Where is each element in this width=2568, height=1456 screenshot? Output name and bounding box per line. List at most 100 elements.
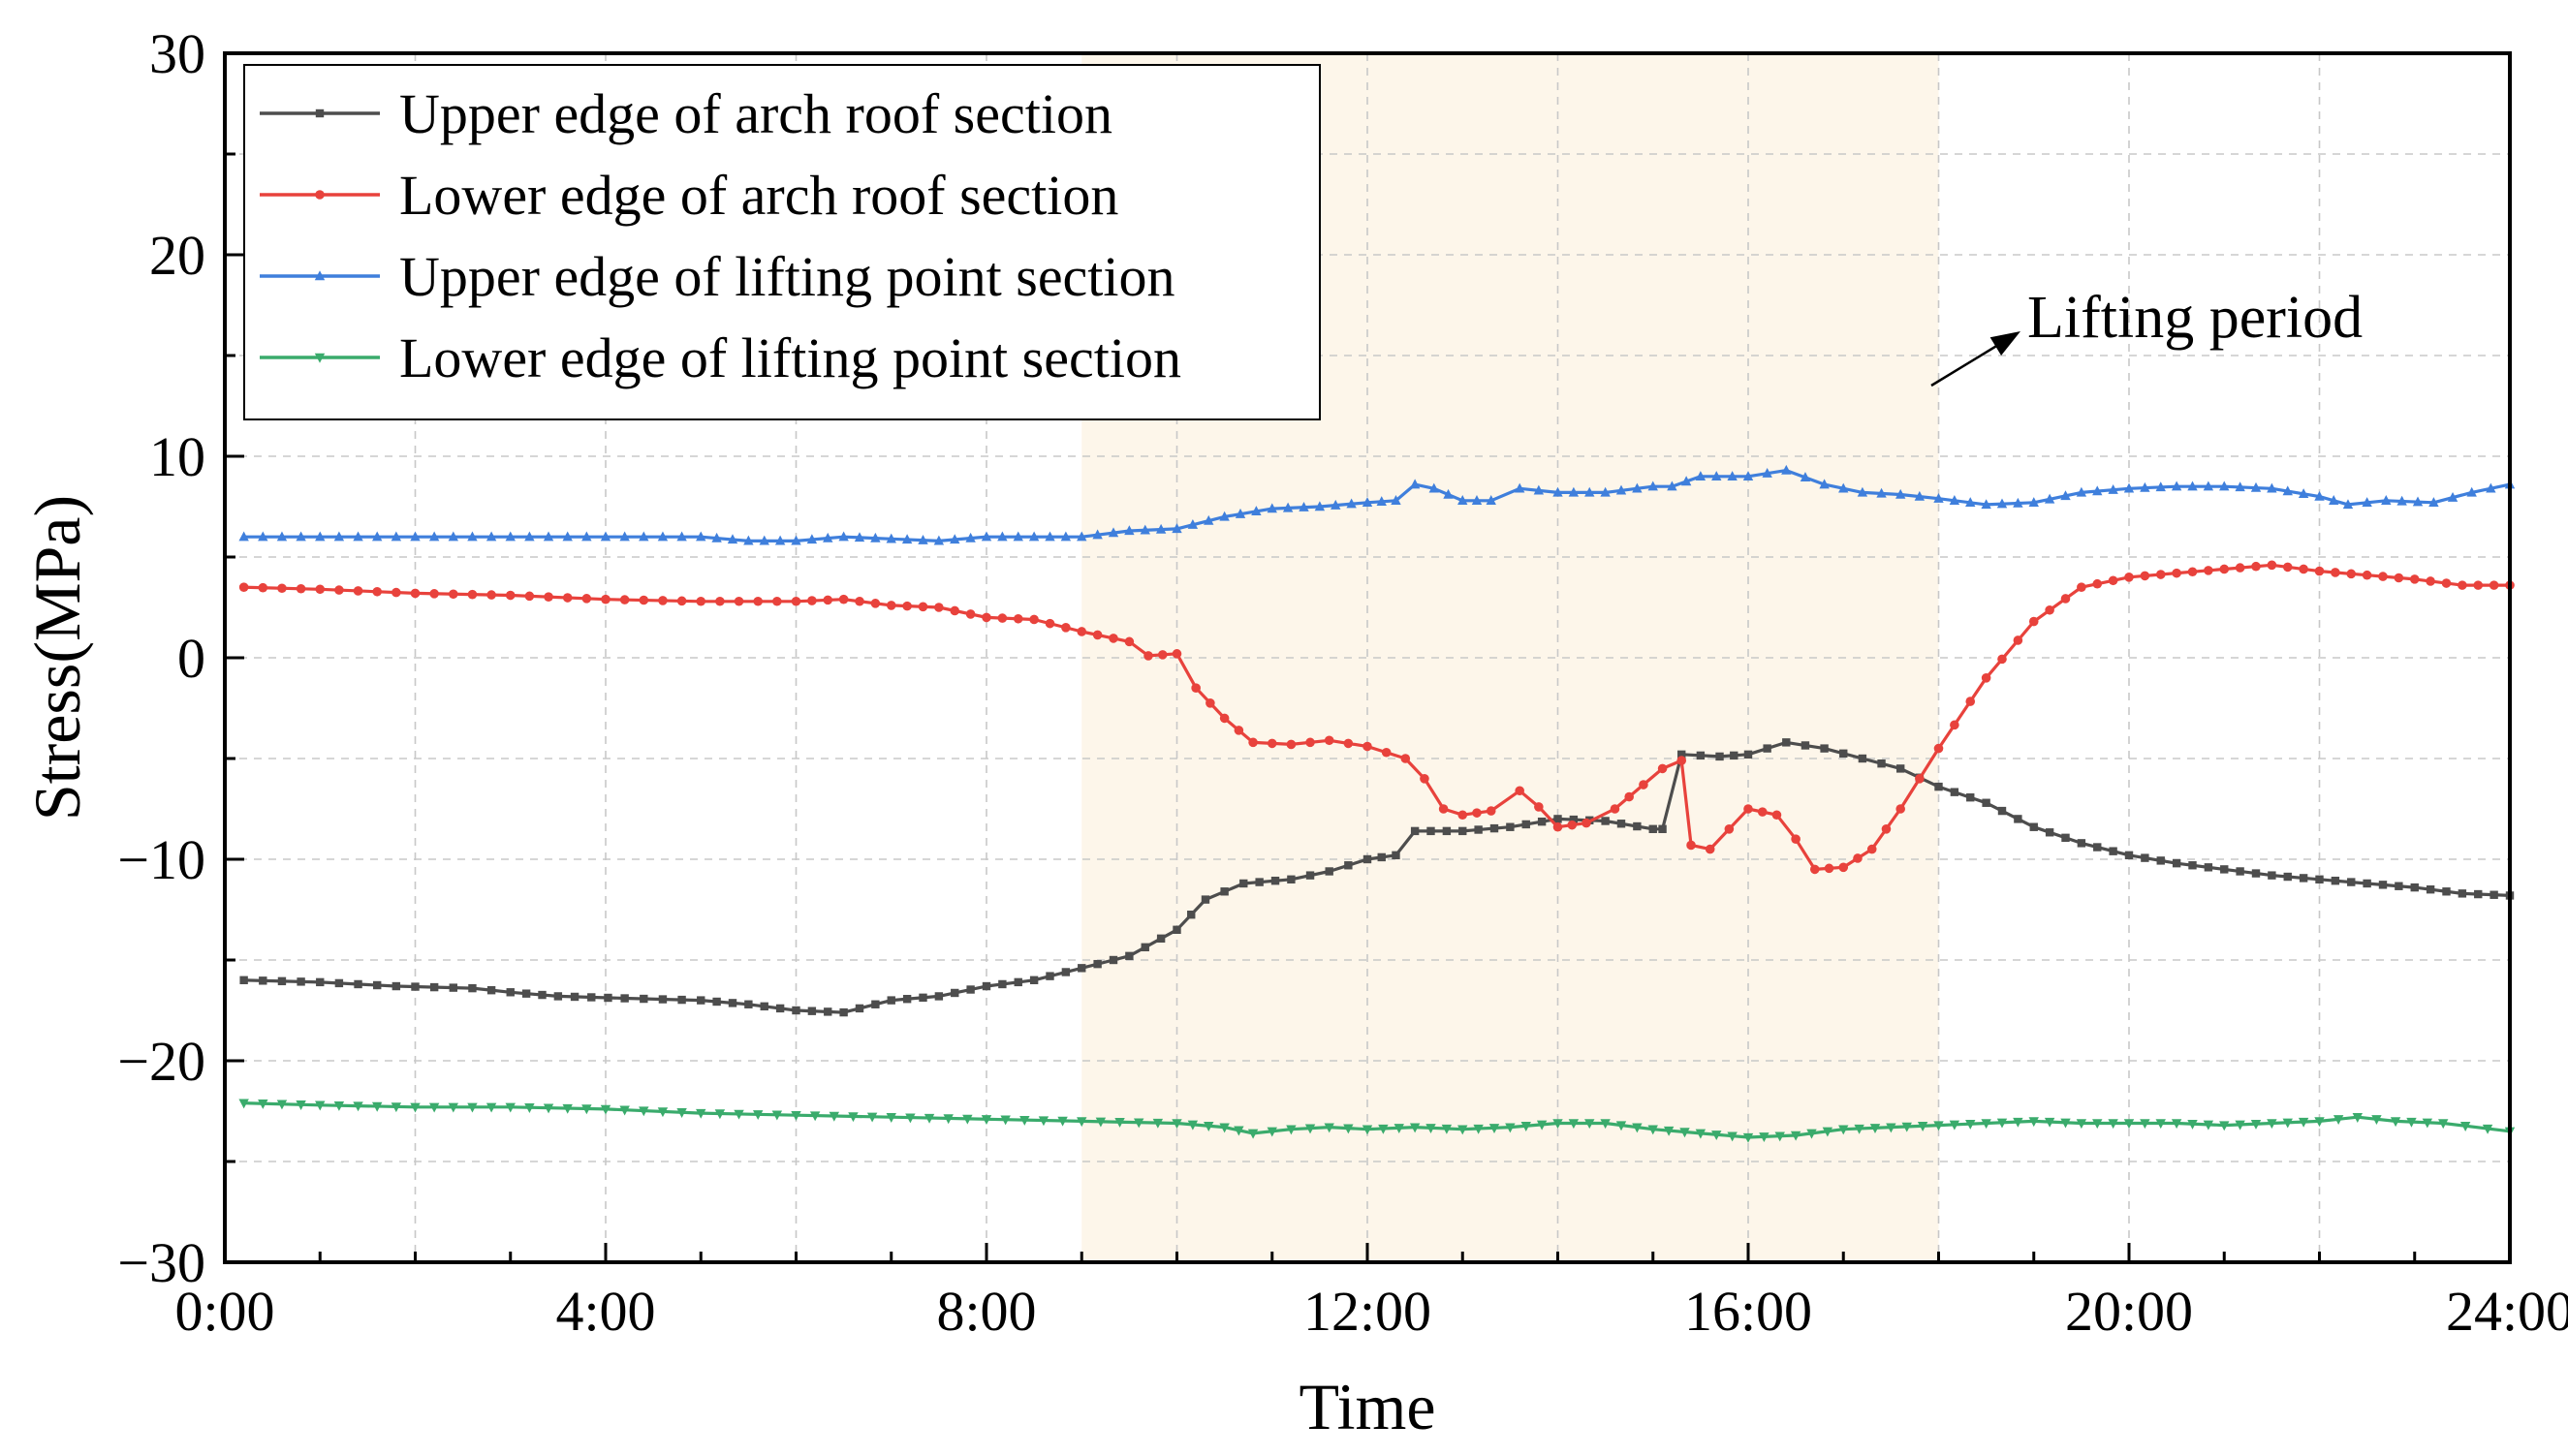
data-point <box>1801 741 1810 750</box>
data-point <box>619 531 630 542</box>
data-point <box>276 531 288 542</box>
data-point <box>1658 824 1667 833</box>
data-point <box>2490 890 2498 899</box>
data-point <box>543 1103 554 1114</box>
data-point <box>1343 1124 1354 1134</box>
data-point <box>1255 878 1264 886</box>
data-point <box>791 596 801 606</box>
data-point <box>838 531 849 542</box>
data-point <box>886 1113 896 1123</box>
data-point <box>1601 817 1610 825</box>
legend-entry: Lower edge of arch roof section <box>260 164 1118 227</box>
annotation-arrow-head <box>1989 331 2020 356</box>
data-point <box>1876 487 1887 498</box>
data-point <box>2236 867 2244 876</box>
data-point <box>823 532 833 542</box>
data-point <box>258 582 268 593</box>
data-point <box>1915 774 1925 784</box>
data-point <box>1933 743 1944 754</box>
data-point <box>1219 713 1230 724</box>
data-point <box>486 590 496 600</box>
annotation-text: Lifting period <box>2027 285 2363 351</box>
data-point <box>2363 879 2371 888</box>
data-point <box>2124 851 2134 860</box>
legend-marker <box>314 353 326 363</box>
data-point <box>505 1102 516 1113</box>
data-point <box>239 976 248 984</box>
data-point <box>1965 497 1976 508</box>
legend-label: Upper edge of lifting point section <box>399 245 1175 308</box>
data-point <box>2028 616 2039 627</box>
data-point <box>1553 815 1562 823</box>
data-point <box>1457 1125 1468 1135</box>
data-point <box>391 531 402 542</box>
data-point <box>1724 824 1735 834</box>
data-point <box>2459 1122 2471 1131</box>
data-point <box>2267 482 2277 493</box>
data-point <box>734 596 744 606</box>
data-point <box>1981 673 1991 683</box>
data-point <box>934 603 944 612</box>
data-point <box>982 981 991 991</box>
data-point <box>410 588 421 599</box>
data-point <box>1633 821 1642 831</box>
data-point <box>410 531 421 542</box>
data-point <box>1314 501 1326 511</box>
data-point <box>902 601 912 611</box>
legend-label: Lower edge of lifting point section <box>399 326 1181 389</box>
data-point <box>1343 738 1354 749</box>
data-point <box>1038 1116 1049 1127</box>
data-point <box>1060 531 1072 542</box>
data-point <box>950 534 960 544</box>
data-point <box>2438 1119 2449 1130</box>
data-point <box>601 594 611 604</box>
data-point <box>1234 726 1244 735</box>
data-point <box>2155 481 2166 492</box>
data-point <box>316 977 325 987</box>
data-point <box>1425 1124 1436 1134</box>
data-point <box>1325 867 1333 876</box>
data-point <box>2235 481 2245 492</box>
data-point <box>2362 497 2372 508</box>
data-point <box>1093 959 1102 969</box>
data-point <box>468 983 477 993</box>
data-point <box>743 535 754 545</box>
data-point <box>2013 497 2023 508</box>
data-point <box>1600 486 1611 497</box>
data-point <box>1647 480 1658 491</box>
data-point <box>2474 889 2483 899</box>
data-point <box>2458 580 2467 590</box>
data-point <box>1458 826 1467 836</box>
data-point <box>1204 514 1214 525</box>
data-point <box>1061 968 1071 976</box>
data-point <box>1533 484 1545 495</box>
data-point <box>2447 491 2458 502</box>
data-point <box>1569 815 1579 824</box>
data-point <box>1809 864 1820 875</box>
data-point <box>2314 490 2325 501</box>
data-point <box>807 1007 817 1015</box>
data-point <box>543 531 554 542</box>
data-point <box>1381 747 1392 758</box>
data-point <box>640 994 648 1004</box>
data-point <box>2155 570 2166 579</box>
data-point <box>1677 750 1686 759</box>
data-point <box>2060 490 2071 501</box>
data-point <box>2426 885 2435 894</box>
data-point <box>1657 763 1668 774</box>
data-point <box>1376 496 1387 506</box>
data-point <box>2108 575 2118 586</box>
data-point <box>410 1102 421 1113</box>
data-point <box>1420 774 1429 784</box>
data-point <box>2329 495 2339 505</box>
data-point <box>1400 754 1411 763</box>
data-point <box>2486 482 2496 493</box>
data-point <box>1489 823 1499 833</box>
data-point <box>1057 1116 1068 1127</box>
data-point <box>315 584 326 595</box>
data-point <box>1173 925 1181 934</box>
data-point <box>1206 698 1215 708</box>
data-point <box>886 533 896 543</box>
y-tick-label: −30 <box>117 1231 205 1294</box>
data-point <box>1095 1117 1107 1128</box>
